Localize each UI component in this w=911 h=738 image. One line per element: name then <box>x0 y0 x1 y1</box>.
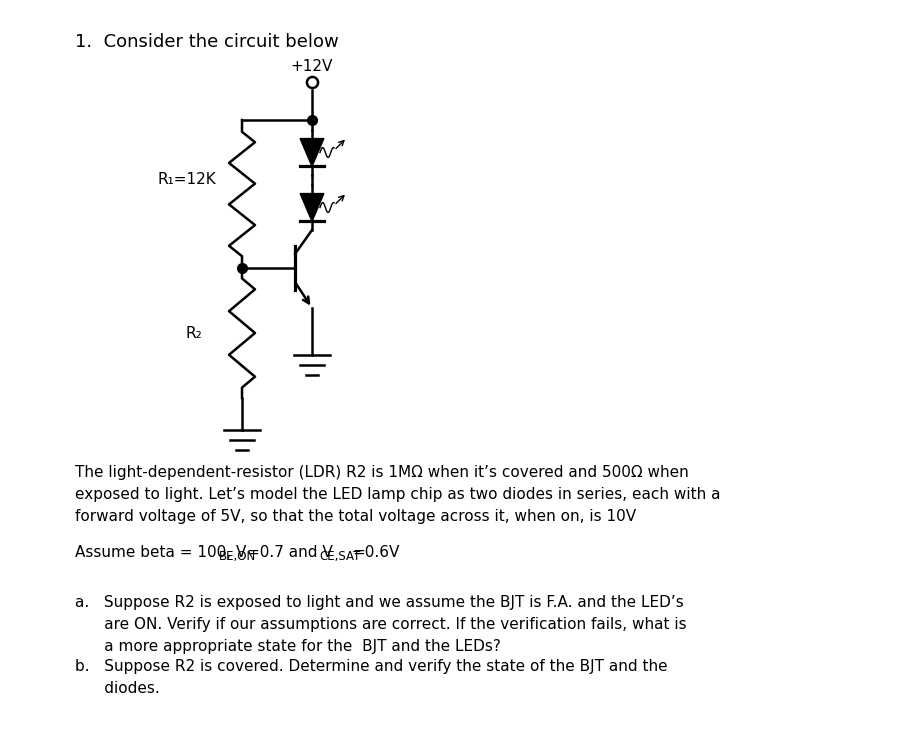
Text: b.   Suppose R2 is covered. Determine and verify the state of the BJT and the: b. Suppose R2 is covered. Determine and … <box>75 659 667 674</box>
Text: CE,SAT: CE,SAT <box>319 550 360 563</box>
Text: R₂: R₂ <box>186 325 202 340</box>
Text: diodes.: diodes. <box>75 681 159 696</box>
Text: R₁=12K: R₁=12K <box>158 171 216 187</box>
Text: Assume beta = 100, V: Assume beta = 100, V <box>75 545 246 560</box>
Text: are ON. Verify if our assumptions are correct. If the verification fails, what i: are ON. Verify if our assumptions are co… <box>75 617 686 632</box>
Text: 1.  Consider the circuit below: 1. Consider the circuit below <box>75 33 338 51</box>
Text: exposed to light. Let’s model the LED lamp chip as two diodes in series, each wi: exposed to light. Let’s model the LED la… <box>75 487 720 502</box>
Text: =0.6V: =0.6V <box>353 545 400 560</box>
Polygon shape <box>300 139 323 167</box>
Text: a.   Suppose R2 is exposed to light and we assume the BJT is F.A. and the LED’s: a. Suppose R2 is exposed to light and we… <box>75 595 683 610</box>
Polygon shape <box>300 193 323 221</box>
Text: BE,ON: BE,ON <box>219 550 256 563</box>
Text: =0.7 and V: =0.7 and V <box>247 545 333 560</box>
Text: The light-dependent-resistor (LDR) R2 is 1MΩ when it’s covered and 500Ω when: The light-dependent-resistor (LDR) R2 is… <box>75 465 688 480</box>
Text: a more appropriate state for the  BJT and the LEDs?: a more appropriate state for the BJT and… <box>75 639 500 654</box>
Text: forward voltage of 5V, so that the total voltage across it, when on, is 10V: forward voltage of 5V, so that the total… <box>75 509 636 524</box>
Text: +12V: +12V <box>291 59 333 74</box>
